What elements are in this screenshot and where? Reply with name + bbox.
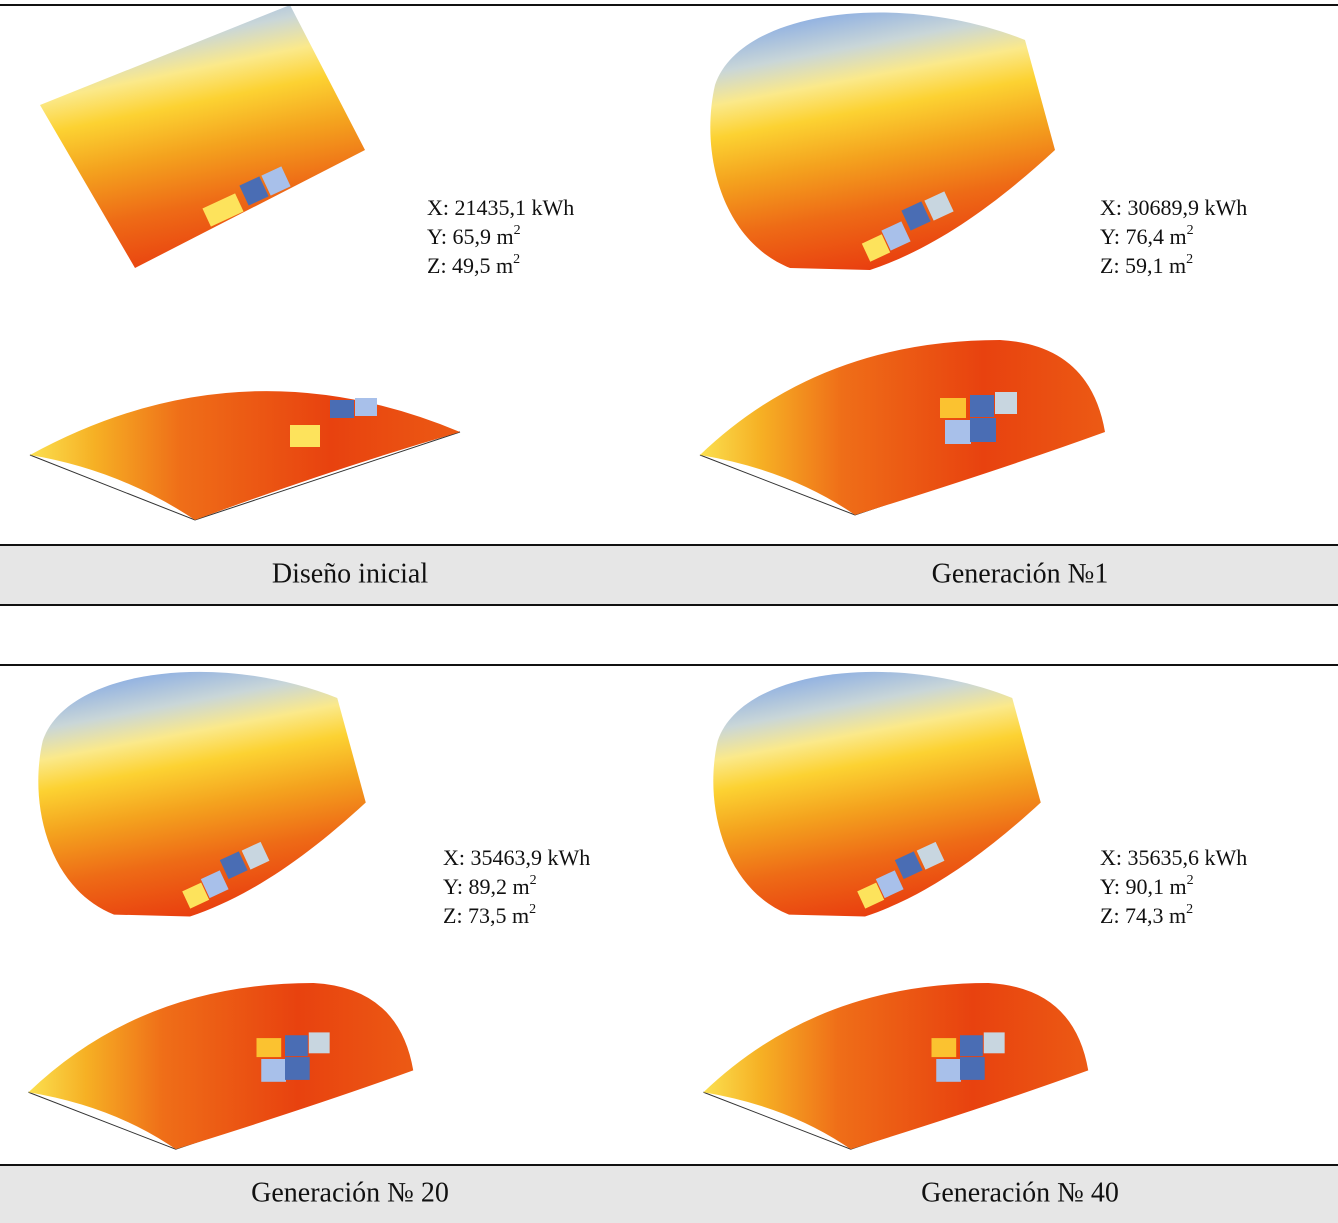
caption-band: [0, 545, 1338, 605]
surface-gen1: [700, 12, 1105, 515]
metric: Y: 65,9 m2: [427, 223, 521, 249]
metric-unit-exponent: 2: [514, 223, 521, 238]
surface-initial: [30, 5, 460, 520]
caption: Generación №1: [932, 558, 1109, 589]
metric-text: Y: 90,1 m: [1100, 874, 1187, 899]
page: Generaciones {"panels": [ {"caption": "D…: [0, 0, 1338, 1223]
metric-text: Y: 65,9 m: [427, 224, 514, 249]
metric-unit-exponent: 2: [1186, 252, 1193, 267]
metric: Z: 59,1 m2: [1100, 252, 1193, 278]
metric-text: Z: 49,5 m: [427, 253, 513, 278]
metric: Z: 74,3 m2: [1100, 902, 1193, 928]
caption-band: [0, 1165, 1338, 1223]
surface-gen20: [29, 672, 414, 1149]
metric-text: X: 21435,1 kWh: [427, 195, 574, 220]
metric: X: 30689,9 kWh: [1100, 195, 1247, 220]
metric-unit-exponent: 2: [530, 873, 537, 888]
metric-unit-exponent: 2: [1187, 223, 1194, 238]
surface-gen40: [704, 672, 1089, 1149]
metric-unit-exponent: 2: [1187, 873, 1194, 888]
metric-text: X: 30689,9 kWh: [1100, 195, 1247, 220]
metric-text: Y: 76,4 m: [1100, 224, 1187, 249]
caption: Diseño inicial: [272, 558, 429, 589]
caption: Generación № 40: [921, 1177, 1119, 1208]
metric: Y: 89,2 m2: [443, 873, 537, 899]
metric: Y: 76,4 m2: [1100, 223, 1194, 249]
caption: Generación № 20: [251, 1177, 449, 1208]
body: X: 21435,1 kWhY: 65,9 m2Z: 49,5 m2Diseño…: [0, 0, 1338, 1223]
figure: X: 21435,1 kWhY: 65,9 m2Z: 49,5 m2Diseño…: [0, 0, 1338, 1223]
metric-unit-exponent: 2: [513, 252, 520, 267]
metric-text: X: 35635,6 kWh: [1100, 845, 1247, 870]
metric: X: 21435,1 kWh: [427, 195, 574, 220]
metric: Z: 73,5 m2: [443, 902, 536, 928]
metric-text: Z: 74,3 m: [1100, 903, 1186, 928]
metric-text: X: 35463,9 kWh: [443, 845, 590, 870]
metric-text: Z: 59,1 m: [1100, 253, 1186, 278]
metric-text: Z: 73,5 m: [443, 903, 529, 928]
metric: X: 35463,9 kWh: [443, 845, 590, 870]
metric: X: 35635,6 kWh: [1100, 845, 1247, 870]
metric: Y: 90,1 m2: [1100, 873, 1194, 899]
metric: Z: 49,5 m2: [427, 252, 520, 278]
metric-unit-exponent: 2: [529, 902, 536, 917]
metric-text: Y: 89,2 m: [443, 874, 530, 899]
metric-unit-exponent: 2: [1186, 902, 1193, 917]
